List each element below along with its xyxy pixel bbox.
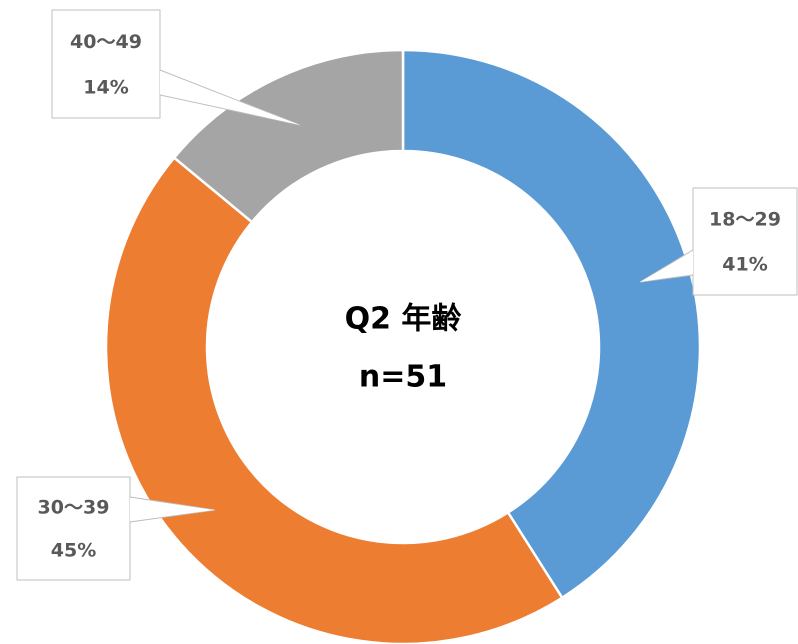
callout-joint [640, 251, 693, 282]
value-label: 45% [51, 540, 96, 562]
category-label: 40～49 [70, 31, 142, 53]
donut-slice [401, 48, 702, 600]
callout-joint [160, 71, 300, 125]
category-label: 18～29 [709, 209, 781, 231]
callout-box [16, 476, 131, 581]
donut-slice [104, 155, 564, 644]
value-label: 41% [722, 254, 767, 276]
chart-title: Q2 年齢 [345, 302, 462, 337]
value-label: 14% [83, 76, 128, 98]
callout-box [692, 187, 798, 296]
chart-subtitle: n=51 [359, 360, 447, 395]
category-label: 30～39 [38, 496, 110, 518]
callout-joint [130, 498, 215, 521]
callout-box [51, 9, 161, 119]
